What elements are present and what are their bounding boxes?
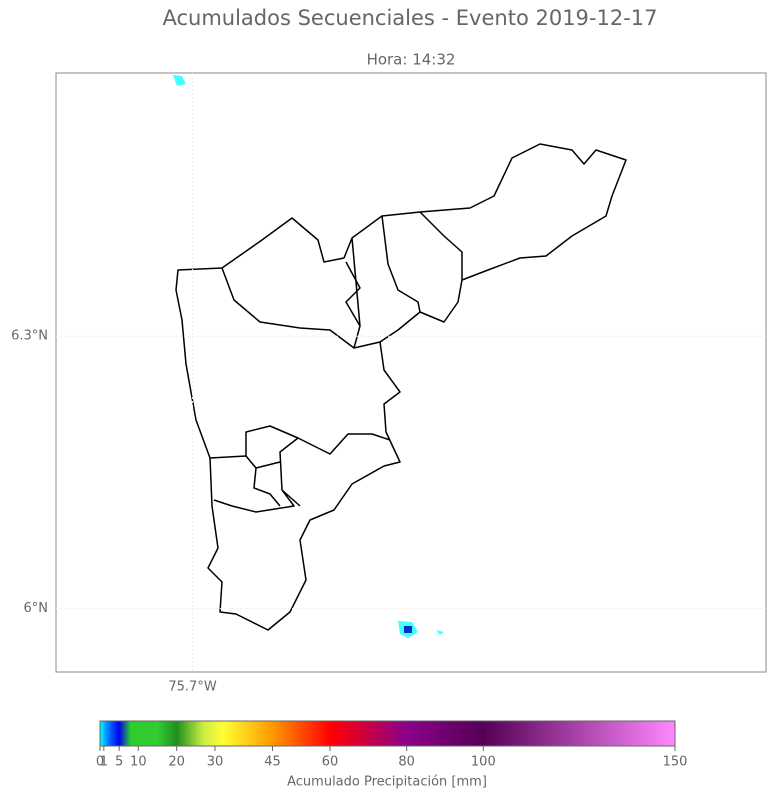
x-tick-label: 75.7°W (168, 680, 216, 695)
boundaries (175, 143, 627, 631)
colorbar-tick-label: 80 (398, 755, 415, 770)
colorbar-tick-label: 45 (264, 755, 281, 770)
colorbar-tick-label: 5 (115, 755, 123, 770)
subtitle: Hora: 14:32 (367, 51, 456, 69)
colorbar-label: Acumulado Precipitación [mm] (287, 775, 487, 790)
colorbar-tick-label: 60 (322, 755, 339, 770)
colorbar-tick-label: 0 (96, 755, 104, 770)
colorbar-tick-label: 150 (663, 755, 688, 770)
internal-border (209, 211, 463, 513)
map-frame (55, 72, 767, 673)
colorbar-tick-label: 1 (100, 755, 108, 770)
title: Acumulados Secuenciales - Evento 2019-12… (162, 6, 657, 30)
y-tick-label: 6.3°N (11, 329, 48, 344)
colorbar (99, 720, 676, 747)
colorbar-tick-label: 10 (130, 755, 147, 770)
colorbar-tick-label: 100 (471, 755, 496, 770)
region-outline (175, 143, 627, 631)
colorbar-tick-label: 20 (168, 755, 185, 770)
precip-patch (173, 75, 186, 86)
y-tick-label: 6°N (24, 601, 49, 616)
precip-patch (436, 630, 444, 635)
precip-patches (173, 75, 444, 638)
colorbar-tick-label: 30 (207, 755, 224, 770)
precip-patch (404, 626, 412, 633)
